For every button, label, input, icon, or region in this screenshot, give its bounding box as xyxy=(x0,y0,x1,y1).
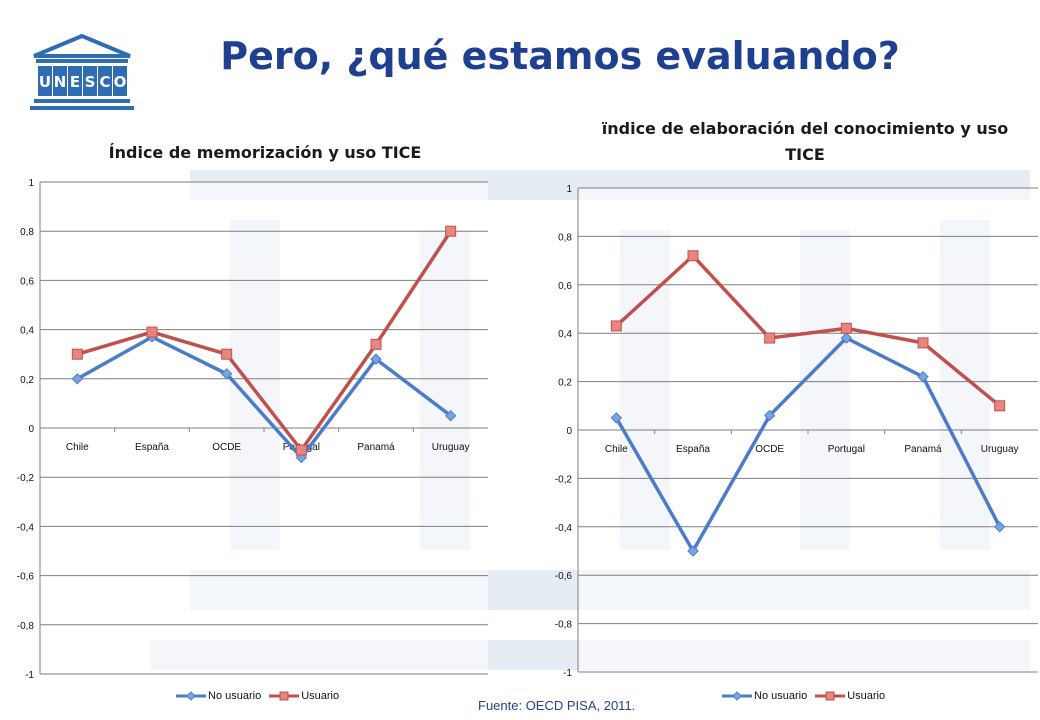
square-marker-icon xyxy=(815,691,846,701)
chart-2-title: ïndice de elaboración del conocimiento y… xyxy=(601,119,1009,164)
y-tick-label: -0,2 xyxy=(555,474,573,485)
x-tick-label: Chile xyxy=(66,442,89,453)
y-tick-label: -0,6 xyxy=(17,572,35,583)
svg-text:C: C xyxy=(99,73,110,91)
y-tick-label: 0,8 xyxy=(20,227,34,238)
legend-item-no-usuario: No usuario xyxy=(722,690,807,702)
series-line-usuario xyxy=(615,254,1001,408)
series-line-no-usuario xyxy=(76,335,452,460)
data-point-no-usuario xyxy=(917,371,929,383)
chart-2-legend: No usuario Usuario xyxy=(722,690,885,702)
legend-label: Usuario xyxy=(847,690,886,702)
svg-text:O: O xyxy=(114,73,127,91)
y-tick-label: -0,8 xyxy=(555,620,573,631)
svg-text:N: N xyxy=(54,73,67,91)
y-tick-label: -0,8 xyxy=(17,621,35,632)
slide-title: Pero, ¿qué estamos evaluando? xyxy=(220,34,900,78)
x-tick-label: OCDE xyxy=(212,442,241,453)
y-tick-label: 0,6 xyxy=(558,281,572,292)
data-point-usuario xyxy=(764,332,776,344)
y-tick-label: 0,4 xyxy=(558,329,572,340)
y-tick-label: -0,2 xyxy=(17,473,35,484)
data-point-no-usuario xyxy=(763,409,776,422)
y-tick-label: 0,6 xyxy=(20,276,34,287)
y-tick-label: 0 xyxy=(28,424,34,435)
chart-1-plot: 1 0,8 0,6 0,4 0,2 0 -0,2 -0,4 -0,6 -0,8 -1 Chile Esp… xyxy=(17,178,488,681)
y-tick-label: 0,8 xyxy=(558,232,572,243)
x-tick-label: Panamá xyxy=(904,444,942,455)
y-tick-label: 0,2 xyxy=(558,378,572,389)
data-point-no-usuario xyxy=(370,353,382,365)
series-line-usuario xyxy=(76,230,453,452)
svg-text:E: E xyxy=(70,73,80,91)
unesco-logo: U N E S C O xyxy=(30,33,134,110)
x-tick-label: Portugal xyxy=(828,444,865,455)
data-point-usuario xyxy=(221,348,233,360)
data-point-usuario xyxy=(295,444,307,456)
legend-item-usuario: Usuario xyxy=(815,690,885,702)
data-point-usuario xyxy=(146,326,158,338)
data-point-usuario xyxy=(370,338,382,350)
x-tick-label: España xyxy=(676,444,710,455)
legend-label: No usuario xyxy=(754,690,808,702)
y-tick-label: 1 xyxy=(28,178,34,189)
data-point-no-usuario xyxy=(993,521,1006,533)
x-tick-label: OCDE xyxy=(755,444,784,455)
x-tick-label: Chile xyxy=(605,444,628,455)
y-tick-label: -1 xyxy=(25,670,34,681)
data-point-no-usuario xyxy=(687,545,699,557)
chart-1-title: Índice de memorización y uso TICE xyxy=(108,143,422,162)
diamond-marker-icon xyxy=(176,691,206,701)
data-point-usuario xyxy=(917,337,929,349)
x-tick-label: Uruguay xyxy=(432,442,470,453)
svg-text:S: S xyxy=(85,73,96,91)
data-point-usuario xyxy=(687,250,699,262)
svg-text:U: U xyxy=(39,73,51,91)
y-tick-label: 0 xyxy=(566,426,572,437)
y-tick-label: -0,6 xyxy=(555,571,573,582)
legend-item-no-usuario: No usuario xyxy=(176,690,261,702)
y-tick-label: -0,4 xyxy=(17,522,35,533)
y-tick-label: 0,4 xyxy=(20,326,34,337)
data-point-usuario xyxy=(71,348,83,360)
chart-2-plot: 1 0,8 0,6 0,4 0,2 0 -0,2 -0,4 -0,6 -0,8 -1 Chile Esp… xyxy=(555,184,1038,679)
legend-item-usuario: Usuario xyxy=(269,690,339,702)
data-point-usuario xyxy=(840,322,852,334)
source-note: Fuente: OECD PISA, 2011. xyxy=(478,698,636,713)
y-tick-label: 0,2 xyxy=(20,375,34,386)
y-tick-label: 1 xyxy=(566,184,572,195)
data-point-no-usuario xyxy=(220,368,233,380)
x-tick-label: España xyxy=(135,442,169,453)
data-point-usuario xyxy=(445,225,457,237)
y-tick-label: -0,4 xyxy=(555,523,573,534)
data-point-no-usuario xyxy=(71,373,84,385)
chart-1-legend: No usuario Usuario xyxy=(176,690,339,702)
data-point-usuario xyxy=(610,320,622,332)
data-point-no-usuario xyxy=(840,332,853,344)
legend-label: No usuario xyxy=(208,690,262,702)
data-point-no-usuario xyxy=(610,412,623,424)
diamond-marker-icon xyxy=(722,691,752,701)
data-point-no-usuario xyxy=(444,409,457,422)
legend-label: Usuario xyxy=(301,690,340,702)
data-point-usuario xyxy=(994,400,1006,412)
square-marker-icon xyxy=(269,691,300,701)
x-tick-label: Panamá xyxy=(357,442,395,453)
x-tick-label: Uruguay xyxy=(981,444,1019,455)
y-tick-label: -1 xyxy=(563,668,572,679)
series-line-no-usuario xyxy=(614,336,1002,553)
